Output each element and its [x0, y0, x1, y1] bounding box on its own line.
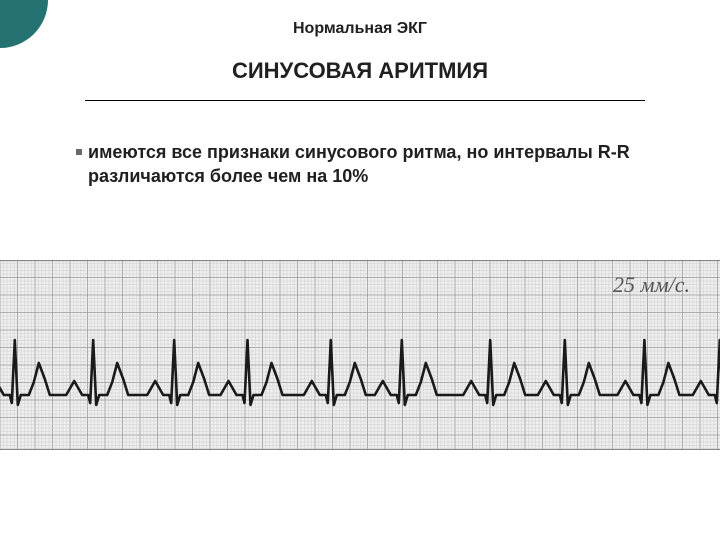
bullet-point: имеются все признаки синусового ритма, н…	[88, 140, 648, 189]
slide-title: СИНУСОВАЯ АРИТМИЯ	[0, 58, 720, 84]
bullet-square-icon	[76, 149, 82, 155]
ecg-strip: 25 мм/с.	[0, 260, 720, 450]
bullet-text: имеются все признаки синусового ритма, н…	[88, 142, 630, 186]
title-separator	[85, 100, 645, 101]
ecg-speed-label: 25 мм/с.	[613, 272, 690, 298]
slide-supertitle: Нормальная ЭКГ	[0, 20, 720, 38]
